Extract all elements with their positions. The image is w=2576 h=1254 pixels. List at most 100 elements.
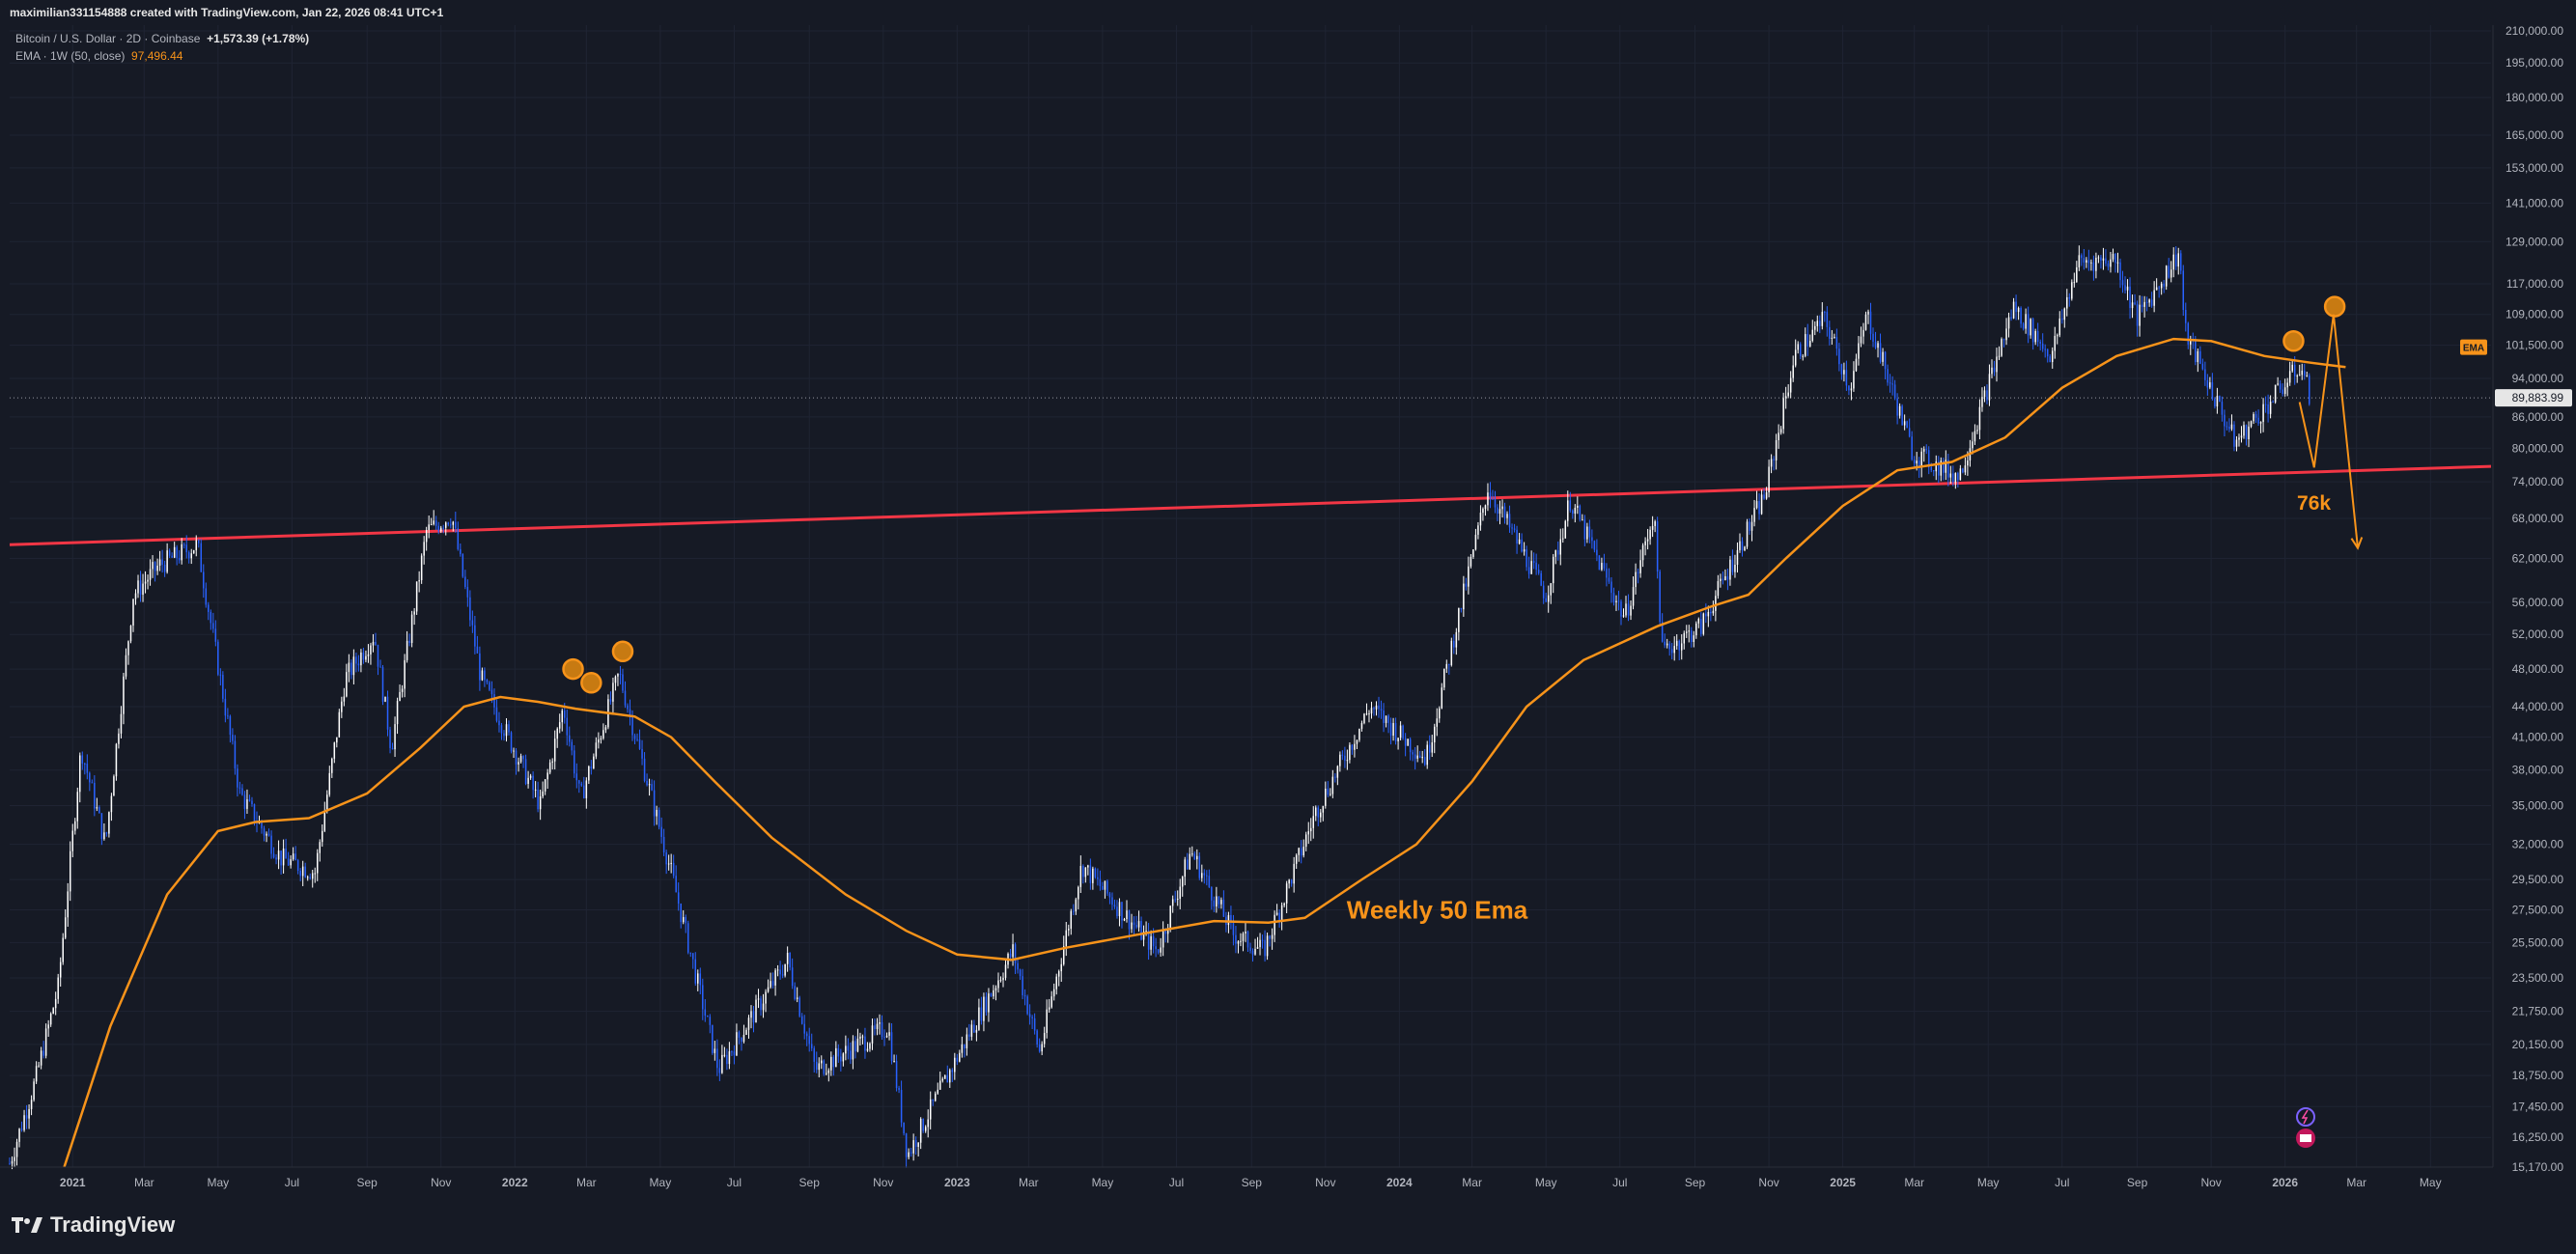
candle-body xyxy=(100,813,103,840)
candle-body xyxy=(2279,383,2282,390)
candle-body xyxy=(1460,607,1463,610)
candle-body xyxy=(556,728,558,739)
candle-body xyxy=(859,1036,861,1039)
candle-body xyxy=(437,525,439,532)
candle-body xyxy=(2121,280,2124,286)
price-tick-label: 41,000.00 xyxy=(2512,731,2564,744)
candle-body xyxy=(1530,561,1532,574)
candle-body xyxy=(2264,404,2267,405)
candle-body xyxy=(1414,754,1416,759)
candle-body xyxy=(1128,910,1131,930)
ema-50-weekly-line xyxy=(63,337,2346,1168)
candle-body xyxy=(2170,269,2172,278)
candle-body xyxy=(1057,971,1060,977)
candle-body xyxy=(1468,566,1470,587)
candle-body xyxy=(593,756,595,769)
time-tick-label: Sep xyxy=(1242,1176,1263,1189)
candle-body xyxy=(1470,556,1472,567)
candle-body xyxy=(2058,318,2061,336)
candle-body xyxy=(2027,314,2030,336)
candle-body xyxy=(1569,500,1572,511)
candle-body xyxy=(1879,343,1882,362)
candle-body xyxy=(1479,513,1482,526)
candle-body xyxy=(287,858,290,866)
candle-body xyxy=(2158,287,2160,289)
candle-body xyxy=(1126,910,1128,920)
candle-body xyxy=(2283,387,2286,395)
time-tick-label: May xyxy=(1092,1176,1114,1189)
candle-body xyxy=(881,1021,883,1038)
candle-body xyxy=(1874,341,1877,348)
candle-body xyxy=(566,717,568,736)
candle-body xyxy=(1065,930,1068,947)
candle-body xyxy=(168,550,171,556)
candle-body xyxy=(876,1023,879,1030)
candle-body xyxy=(331,758,333,773)
candle-body xyxy=(2248,426,2250,440)
price-tick-label: 35,000.00 xyxy=(2512,799,2564,813)
candle-body xyxy=(762,1003,765,1011)
candle-body xyxy=(503,733,505,737)
price-tick-label: 117,000.00 xyxy=(2506,277,2563,291)
candle-body xyxy=(1145,931,1147,933)
candle-body xyxy=(2083,258,2086,263)
candle-body xyxy=(2233,424,2235,447)
candle-body xyxy=(2243,425,2245,436)
price-tick-label: 44,000.00 xyxy=(2512,700,2564,713)
candle-body xyxy=(2107,263,2110,267)
candle-body xyxy=(1450,640,1453,665)
candle-body xyxy=(941,1078,944,1081)
candle-body xyxy=(1925,449,1927,451)
candle-body xyxy=(845,1045,847,1054)
candle-body xyxy=(890,1032,893,1062)
candle-body xyxy=(1753,508,1755,522)
candle-body xyxy=(1164,930,1166,934)
candle-body xyxy=(266,833,267,836)
candle-body xyxy=(74,821,76,831)
price-tick-label: 16,250.00 xyxy=(2512,1130,2564,1144)
candle-body xyxy=(1334,776,1336,778)
price-chart[interactable]: Weekly 50 Ema 76k 210,000.00 195,000.00 180… xyxy=(0,25,2576,1197)
candle-body xyxy=(2126,286,2129,291)
candle-body xyxy=(1463,583,1465,610)
candle-body xyxy=(410,614,413,644)
candle-body xyxy=(365,655,367,660)
price-tick-label: 29,500.00 xyxy=(2512,873,2564,886)
candle-body xyxy=(1903,421,1906,426)
candle-body xyxy=(1797,344,1799,350)
candle-body xyxy=(1482,509,1484,514)
symbol-legend: Bitcoin / U.S. Dollar · 2D · Coinbase +1… xyxy=(15,32,309,45)
candle-body xyxy=(1746,521,1749,547)
candle-body xyxy=(1404,738,1407,746)
tradingview-logo[interactable]: TradingView xyxy=(12,1212,175,1238)
price-tick-label: 68,000.00 xyxy=(2512,512,2564,525)
candle-body xyxy=(631,714,633,736)
candle-body xyxy=(115,743,118,777)
candle-body xyxy=(253,804,256,822)
candle-body xyxy=(2262,404,2264,423)
candle-body xyxy=(1041,1044,1043,1052)
candle-body xyxy=(672,862,675,877)
candle-body xyxy=(2051,350,2054,362)
time-tick-label: May xyxy=(650,1176,672,1189)
candle-body xyxy=(1887,369,1889,383)
candle-body xyxy=(277,850,280,860)
candle-body xyxy=(227,715,229,717)
trendline-layer xyxy=(9,464,2492,546)
candle-body xyxy=(2269,402,2272,414)
candle-body xyxy=(1392,723,1394,737)
candle-body xyxy=(1933,470,1935,472)
candle-body xyxy=(938,1080,941,1090)
candle-body xyxy=(375,641,377,645)
candle-body xyxy=(110,795,113,813)
candle-body xyxy=(1363,713,1365,724)
footer-bar xyxy=(0,1197,2576,1254)
candle-body xyxy=(1749,521,1750,531)
candle-body xyxy=(181,543,182,561)
candle-body xyxy=(391,747,394,750)
ema-tag-label: EMA xyxy=(2463,344,2484,354)
candle-body xyxy=(1527,567,1530,574)
price-tick-label: 32,000.00 xyxy=(2512,838,2564,851)
candle-body xyxy=(498,720,500,726)
candle-body xyxy=(852,1041,854,1060)
